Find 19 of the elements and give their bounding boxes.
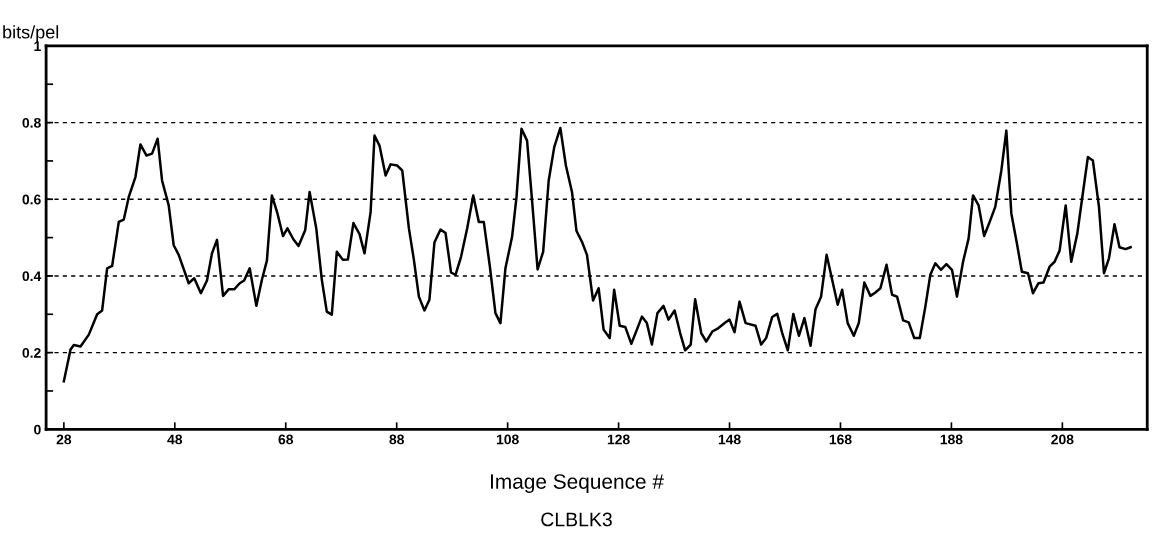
text: CLBLK3 [541,512,612,527]
x-tick-label: 148 [718,434,741,445]
x-tick-label: 48 [167,434,183,445]
x-tick-label: 168 [829,434,852,445]
y-tick-label: 0.4 [22,271,42,282]
x-axis-title: Image Sequence # [490,474,664,494]
x-tick-label: 208 [1051,434,1074,445]
x-tick-label: 28 [56,434,72,445]
x-tick-label: 188 [940,434,963,445]
y-tick-label: 0.6 [22,194,41,205]
y-axis-title: bits/pel [3,25,59,43]
y-tick-label: 1 [34,41,41,51]
x-tick-label: 88 [389,434,404,445]
y-tick-label: 0.8 [22,117,41,128]
x-tick-label: 128 [607,434,630,445]
x-tick-label: 108 [496,434,519,445]
y-tick-label: 0.2 [22,347,41,358]
x-tick-label: 68 [278,434,294,445]
y-tick-label: 0 [34,424,41,435]
